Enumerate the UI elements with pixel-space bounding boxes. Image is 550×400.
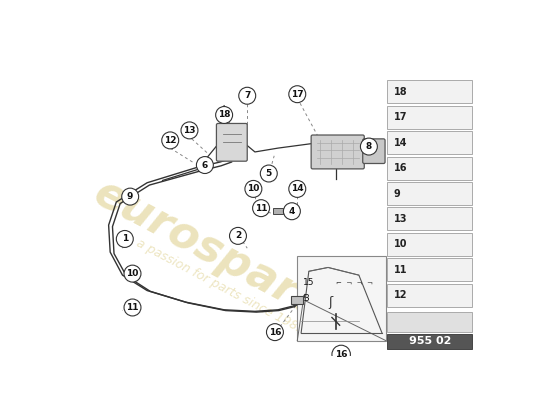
Circle shape (216, 106, 233, 124)
Bar (387, 156, 472, 180)
Text: 12: 12 (164, 136, 177, 145)
Bar (387, 312, 472, 332)
Text: 955 02: 955 02 (409, 336, 451, 346)
Bar (387, 106, 472, 129)
Bar (387, 233, 472, 256)
Text: 18: 18 (218, 110, 230, 120)
FancyBboxPatch shape (217, 124, 248, 161)
Text: 13: 13 (183, 126, 196, 135)
Circle shape (245, 180, 262, 197)
Text: 10: 10 (247, 184, 260, 194)
Text: 4: 4 (289, 207, 295, 216)
Text: 3: 3 (304, 294, 309, 303)
Circle shape (162, 132, 179, 149)
Text: 11: 11 (255, 204, 267, 213)
Circle shape (117, 230, 133, 248)
Text: a passion for parts since 1985: a passion for parts since 1985 (134, 237, 307, 337)
Text: 16: 16 (394, 163, 407, 173)
Bar (387, 258, 472, 281)
Bar (387, 131, 472, 154)
Circle shape (252, 200, 270, 217)
Bar (273, 208, 283, 214)
Text: 7: 7 (244, 91, 250, 100)
Bar (387, 80, 472, 104)
Circle shape (260, 165, 277, 182)
Circle shape (229, 228, 246, 244)
FancyBboxPatch shape (363, 139, 385, 164)
Circle shape (181, 122, 198, 139)
FancyBboxPatch shape (311, 135, 364, 169)
Circle shape (283, 203, 300, 220)
Text: ⌐  ¬  ¬  ¬: ⌐ ¬ ¬ ¬ (336, 280, 373, 286)
Bar (387, 334, 472, 349)
Text: 10: 10 (394, 239, 407, 249)
Text: 1: 1 (122, 234, 128, 244)
Text: 14: 14 (291, 184, 304, 194)
Bar (291, 296, 304, 304)
Text: 18: 18 (394, 87, 407, 97)
Text: 9: 9 (127, 192, 133, 201)
Text: ʃ: ʃ (328, 296, 332, 309)
Circle shape (124, 265, 141, 282)
Text: 17: 17 (291, 90, 304, 99)
Circle shape (289, 86, 306, 103)
Text: 16: 16 (335, 350, 348, 359)
Bar (387, 207, 472, 230)
Text: 9: 9 (394, 188, 400, 198)
Text: 11: 11 (126, 303, 139, 312)
Text: eurospares: eurospares (86, 171, 355, 341)
Text: 13: 13 (394, 214, 407, 224)
Bar (387, 182, 472, 205)
Text: 6: 6 (202, 160, 208, 170)
Circle shape (124, 299, 141, 316)
Circle shape (289, 180, 306, 197)
Text: 14: 14 (394, 138, 407, 148)
Text: 12: 12 (394, 290, 407, 300)
Text: 2: 2 (235, 231, 241, 240)
Text: 8: 8 (366, 142, 372, 151)
Circle shape (239, 87, 256, 104)
Text: 15: 15 (304, 278, 315, 287)
Circle shape (332, 345, 350, 364)
Text: 5: 5 (266, 169, 272, 178)
Text: 16: 16 (269, 328, 281, 337)
Text: 10: 10 (126, 269, 139, 278)
Circle shape (266, 324, 283, 340)
Text: 17: 17 (394, 112, 407, 122)
Text: 11: 11 (394, 265, 407, 275)
Circle shape (360, 138, 377, 155)
Circle shape (122, 188, 139, 205)
Bar (297, 256, 386, 341)
Bar (387, 284, 472, 307)
Circle shape (196, 156, 213, 174)
